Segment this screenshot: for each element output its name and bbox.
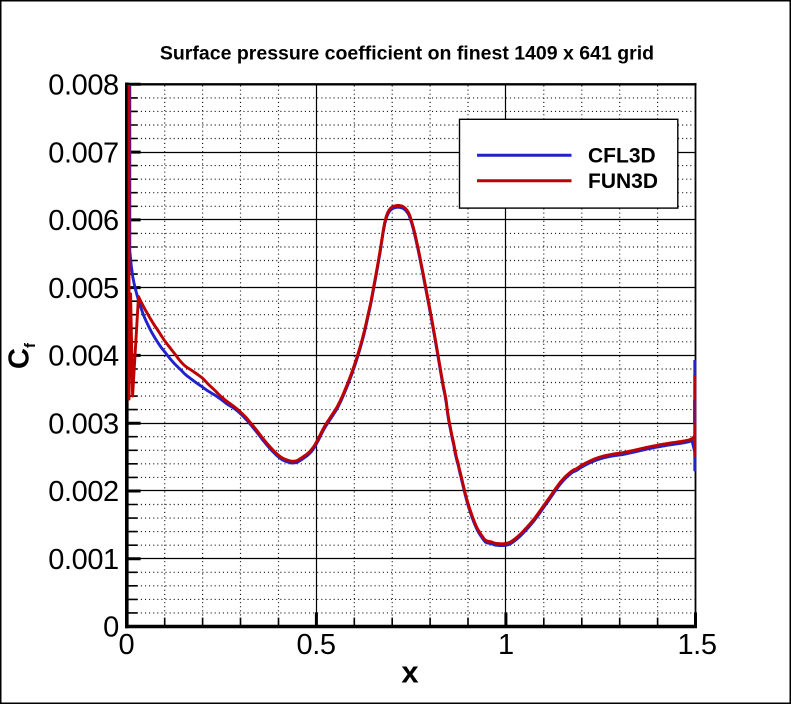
svg-text:0.001: 0.001 xyxy=(48,544,119,576)
svg-text:1: 1 xyxy=(498,629,514,661)
svg-text:0.008: 0.008 xyxy=(48,70,119,102)
svg-text:Surface pressure coefficient o: Surface pressure coefficient on finest 1… xyxy=(160,43,654,65)
svg-text:0.007: 0.007 xyxy=(48,137,119,169)
svg-text:0.005: 0.005 xyxy=(48,273,119,305)
svg-text:0.006: 0.006 xyxy=(48,205,119,237)
svg-text:0.002: 0.002 xyxy=(48,476,119,508)
svg-text:0.003: 0.003 xyxy=(48,408,119,440)
svg-text:FUN3D: FUN3D xyxy=(588,170,658,193)
svg-text:1.5: 1.5 xyxy=(677,629,716,661)
svg-text:0: 0 xyxy=(119,629,135,661)
svg-text:CFL3D: CFL3D xyxy=(588,144,656,167)
svg-text:0: 0 xyxy=(103,612,119,644)
svg-text:0.5: 0.5 xyxy=(297,629,336,661)
svg-text:x: x xyxy=(401,655,419,690)
svg-text:0.004: 0.004 xyxy=(48,341,119,373)
